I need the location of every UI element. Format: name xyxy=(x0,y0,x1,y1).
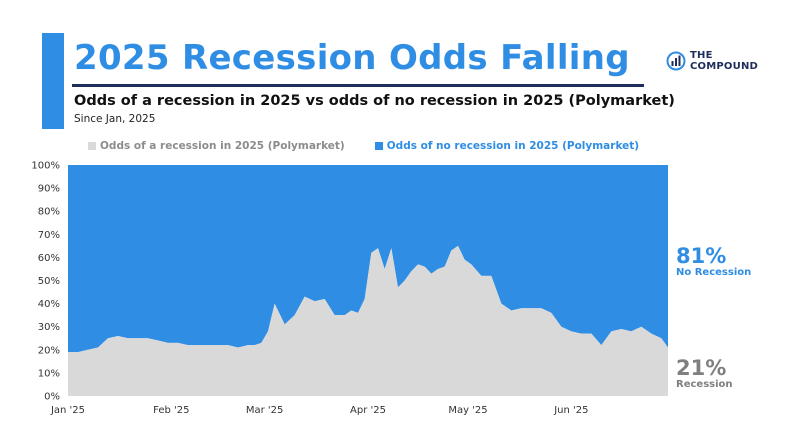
y-tick-label: 20% xyxy=(38,345,60,356)
compound-logo-icon xyxy=(666,51,686,71)
legend-item-no-recession: Odds of no recession in 2025 (Polymarket… xyxy=(374,140,640,152)
brand-logo: THE COMPOUND xyxy=(666,50,758,72)
y-tick-label: 30% xyxy=(38,322,60,333)
y-tick-label: 60% xyxy=(38,253,60,264)
y-tick-label: 10% xyxy=(38,368,60,379)
y-tick-label: 100% xyxy=(31,161,60,172)
x-tick-label: Apr '25 xyxy=(350,405,386,416)
page-title: 2025 Recession Odds Falling xyxy=(74,38,630,78)
x-tick-label: Mar '25 xyxy=(246,405,284,416)
no-recession-value: 81% xyxy=(676,244,727,268)
chart-subtitle: Odds of a recession in 2025 vs odds of n… xyxy=(74,93,675,109)
x-tick-label: Feb '25 xyxy=(153,405,189,416)
brand-name-line-2: COMPOUND xyxy=(690,61,759,72)
recession-value: 21% xyxy=(676,356,727,380)
chart-legend: Odds of a recession in 2025 (Polymarket)… xyxy=(88,140,639,152)
no-recession-callout: 81% No Recession xyxy=(676,246,751,278)
legend-swatch-recession xyxy=(88,142,96,150)
brand-name-line-1: THE xyxy=(690,50,713,61)
no-recession-label: No Recession xyxy=(676,267,752,278)
x-tick-label: Jan '25 xyxy=(50,405,85,416)
area-recession xyxy=(68,245,668,396)
brand-name: THE COMPOUND xyxy=(690,50,758,72)
y-tick-label: 90% xyxy=(38,184,60,195)
accent-bar xyxy=(42,33,64,129)
area-no-recession xyxy=(68,165,668,353)
legend-label-recession: Odds of a recession in 2025 (Polymarket) xyxy=(100,140,345,152)
recession-label: Recession xyxy=(676,379,733,390)
date-range-note: Since Jan, 2025 xyxy=(74,113,156,125)
y-tick-label: 70% xyxy=(38,230,60,241)
legend-label-no-recession: Odds of no recession in 2025 (Polymarket… xyxy=(386,140,640,152)
y-tick-label: 0% xyxy=(44,392,60,403)
y-tick-label: 80% xyxy=(38,207,60,218)
recession-callout: 21% Recession xyxy=(676,358,733,390)
legend-swatch-no-recession xyxy=(374,142,383,150)
x-tick-label: Jun '25 xyxy=(553,405,588,416)
x-tick-label: May '25 xyxy=(448,405,487,416)
title-underline xyxy=(72,84,644,87)
y-tick-label: 50% xyxy=(38,276,60,287)
y-tick-label: 40% xyxy=(38,299,60,310)
legend-item-recession: Odds of a recession in 2025 (Polymarket) xyxy=(88,140,345,152)
